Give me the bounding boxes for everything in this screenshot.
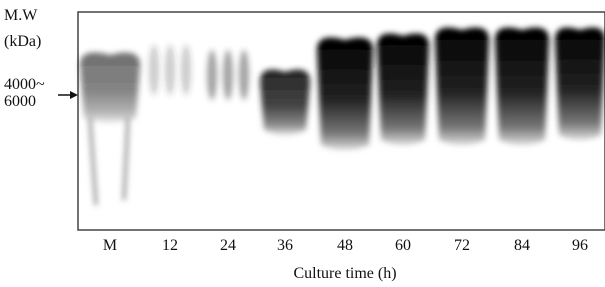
band: [165, 45, 175, 95]
lane-label: 60: [395, 237, 411, 254]
band: [377, 34, 429, 145]
band: [149, 45, 159, 95]
lane-label: 36: [277, 237, 293, 254]
band: [239, 50, 249, 100]
marker-label: 6000: [4, 93, 36, 110]
mw-label: M.W: [4, 7, 38, 24]
lane-label: 48: [337, 237, 353, 254]
lane-label: 12: [162, 237, 178, 254]
lane-label: M: [103, 237, 117, 254]
band: [555, 28, 605, 140]
band: [207, 50, 217, 100]
gel-figure: M.W (kDa) 4000~ 6000 Culture time (h) M 1…: [0, 0, 605, 287]
band: [223, 50, 233, 100]
x-axis-label: Culture time (h): [293, 265, 396, 282]
marker-label: 4000~: [4, 76, 45, 93]
band: [435, 28, 489, 145]
band: [495, 28, 549, 145]
band: [260, 70, 310, 135]
lane-label: 24: [220, 237, 236, 254]
lane-label: 72: [454, 237, 470, 254]
lane-label: 84: [514, 237, 530, 254]
lane-label: 96: [572, 237, 588, 254]
band: [317, 38, 373, 150]
mw-unit: (kDa): [4, 33, 41, 50]
band: [181, 45, 191, 95]
band: [80, 53, 140, 123]
marker-arrowhead: [70, 91, 78, 99]
